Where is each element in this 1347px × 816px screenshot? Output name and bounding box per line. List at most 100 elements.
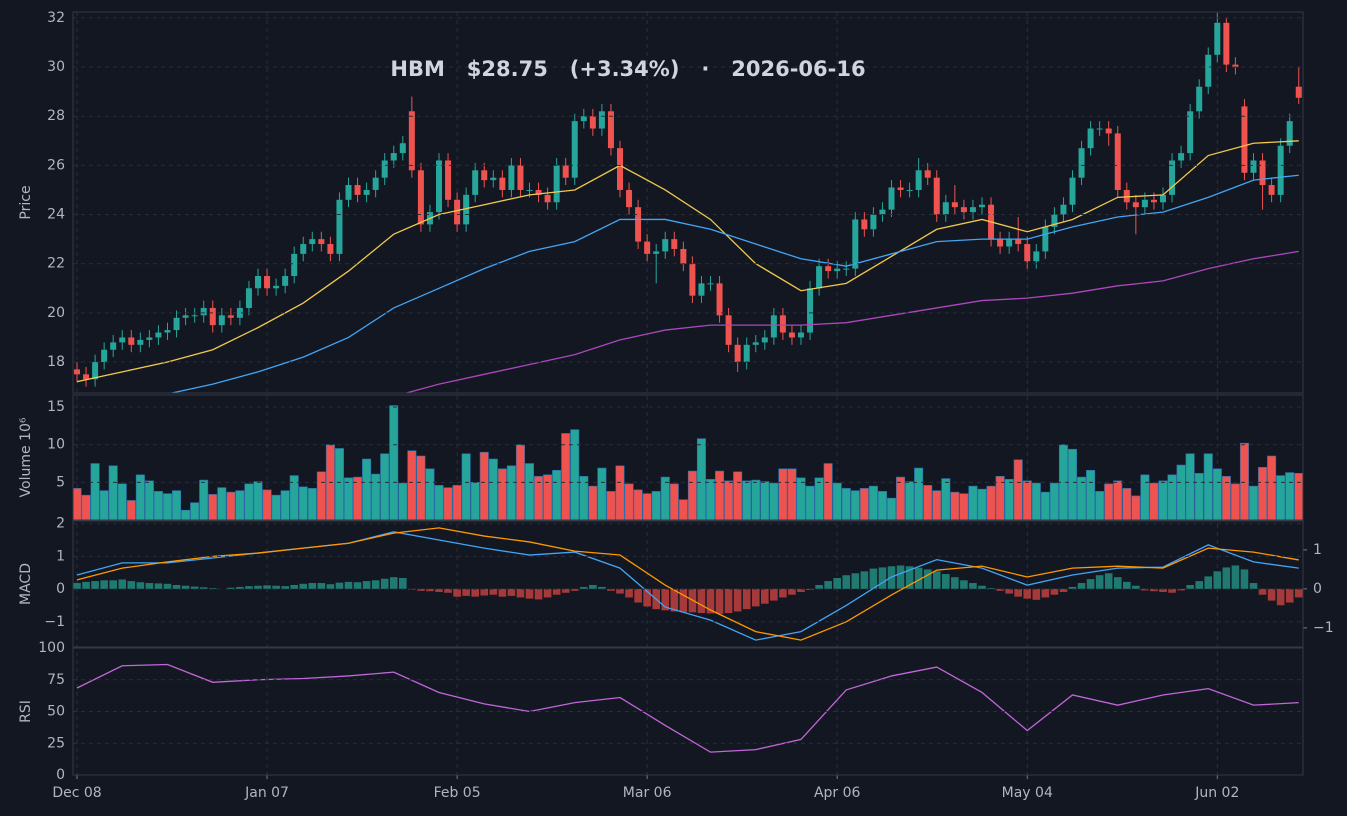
volume-bar — [742, 480, 752, 520]
candle-body — [915, 170, 922, 190]
histogram-bar — [1023, 588, 1032, 599]
histogram-bar — [399, 577, 407, 589]
candle-body — [635, 207, 642, 242]
candle-body — [879, 209, 886, 215]
histogram-bar — [507, 588, 516, 596]
volume-bar — [1285, 472, 1295, 520]
candle-body — [282, 275, 289, 286]
volume-bar — [235, 490, 245, 520]
histogram-bar — [788, 588, 796, 595]
volume-bar — [959, 493, 969, 520]
histogram-bar — [715, 588, 724, 614]
candle-body — [834, 268, 841, 272]
volume-bar — [1004, 479, 1014, 520]
y2-tick-label: −1 — [1313, 620, 1334, 636]
histogram-bar — [127, 581, 136, 589]
candle-body — [381, 160, 388, 178]
volume-bar — [1176, 464, 1186, 520]
candle-body — [481, 170, 488, 181]
volume-bar — [832, 482, 842, 520]
candle-body — [417, 170, 424, 225]
candle-body — [517, 165, 524, 190]
histogram-bar — [154, 583, 163, 589]
histogram-bar — [598, 586, 606, 589]
histogram-bar — [824, 581, 832, 589]
histogram-bar — [1186, 584, 1194, 589]
volume-bar — [570, 429, 580, 520]
volume-bar — [805, 485, 815, 520]
histogram-bar — [426, 588, 434, 592]
volume-bar — [353, 476, 363, 520]
candle-body — [598, 111, 605, 129]
volume-bar — [416, 455, 426, 520]
plot-area — [73, 527, 1303, 641]
candle-body — [770, 315, 777, 338]
candle-body — [825, 266, 832, 272]
histogram-bar — [317, 583, 326, 589]
candle-body — [1286, 121, 1293, 146]
candle-body — [146, 337, 153, 340]
volume-bar — [724, 480, 734, 520]
volume-bar — [1276, 475, 1286, 520]
volume-bar — [425, 468, 435, 520]
candle-body — [924, 170, 931, 178]
histogram-bar — [498, 588, 507, 597]
volume-bar — [289, 475, 299, 520]
y-tick-label: 18 — [47, 354, 65, 370]
candle-body — [173, 317, 180, 331]
histogram-bar — [1095, 575, 1104, 589]
histogram-bar — [335, 582, 344, 589]
volume-bar — [995, 476, 1005, 520]
histogram-bar — [833, 577, 841, 589]
histogram-bar — [1249, 583, 1258, 589]
candle-body — [1160, 194, 1166, 203]
line — [76, 663, 1299, 753]
histogram-bar — [1032, 588, 1041, 600]
histogram-bar — [987, 588, 995, 589]
histogram-bar — [1168, 588, 1176, 593]
histogram-bar — [91, 581, 99, 589]
histogram-bar — [552, 588, 561, 595]
histogram-bar — [534, 588, 543, 600]
candle-body — [1169, 160, 1176, 195]
histogram-bar — [851, 573, 860, 589]
volume-bar — [1031, 482, 1041, 520]
candle-body — [363, 189, 370, 195]
line — [168, 174, 1299, 393]
candle-body — [798, 332, 804, 338]
volume-bar — [615, 465, 625, 520]
histogram-bar — [923, 569, 932, 589]
volume-bar — [950, 491, 960, 520]
y-tick-label: 0 — [56, 767, 65, 783]
candle-body — [653, 251, 660, 254]
candle-body — [743, 344, 750, 363]
x-tick-label: Apr 06 — [814, 785, 861, 801]
volume-bar — [1167, 474, 1177, 520]
candle-body — [318, 239, 325, 245]
y2-tick-label: 0 — [1313, 581, 1322, 597]
histogram-bar — [1285, 588, 1294, 603]
volume-bar — [715, 470, 725, 520]
histogram-bar — [1041, 588, 1050, 598]
x-tick-label: May 04 — [1002, 785, 1053, 801]
histogram-bar — [172, 584, 181, 589]
volume-bar — [208, 494, 218, 520]
volume-bar — [561, 433, 571, 520]
candle-body — [119, 337, 126, 343]
histogram-bar — [607, 588, 615, 591]
volume-bar — [298, 486, 308, 520]
candle-body — [644, 241, 651, 254]
histogram-bar — [589, 584, 597, 589]
candle-body — [689, 263, 696, 296]
histogram-bar — [543, 588, 552, 598]
histogram-bar — [697, 588, 706, 614]
candle-body — [1277, 145, 1284, 195]
histogram-bar — [1213, 571, 1222, 589]
histogram-bar — [905, 566, 914, 589]
volume-bar — [543, 474, 553, 520]
histogram-bar — [1086, 579, 1095, 589]
volume-bar — [579, 476, 589, 520]
candle-body — [906, 189, 913, 191]
histogram-bar — [625, 588, 633, 598]
candle-body — [408, 111, 415, 171]
